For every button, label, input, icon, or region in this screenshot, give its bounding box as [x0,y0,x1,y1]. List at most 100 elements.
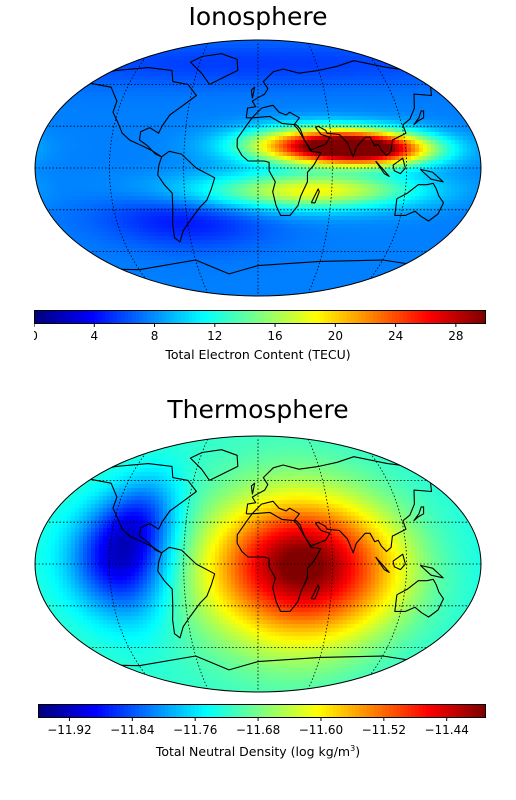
colorbar-swatch [354,310,359,323]
colorbar-tick-label: 12 [207,329,222,343]
colorbar-swatch [291,704,297,717]
colorbar-swatch [135,704,140,717]
colorbar-tick-label: −11.60 [299,723,343,737]
colorbar-swatch [295,704,300,717]
colorbar-swatch [310,704,315,717]
colorbar-swatch [303,704,308,717]
colorbar-swatch [229,310,235,323]
colorbar-swatch [478,704,483,717]
colorbar-swatch [138,704,144,717]
colorbar-swatch [101,704,106,717]
colorbar-swatch [373,310,378,323]
colorbar-swatch [150,310,156,323]
colorbar-swatch [293,310,299,323]
colorbar-swatch [192,310,197,323]
colorbar-swatch [467,704,472,717]
colorbar-swatch [86,310,91,323]
colorbar-swatch [380,310,385,323]
colorbar-swatch [340,704,345,717]
colorbar-swatch [321,704,326,717]
colorbar-swatch [324,310,329,323]
colorbar-swatch [342,310,348,323]
colorbar-swatch [336,704,341,717]
colorbar-swatch [414,310,419,323]
colorbar-swatch [441,704,446,717]
colorbar-swatch [146,704,151,717]
map-boundary [34,39,482,297]
colorbar-swatch [60,310,65,323]
colorbar-swatch [415,704,420,717]
colorbar-swatch [194,704,200,717]
colorbar-swatch [482,310,486,323]
colorbar-swatch [241,310,246,323]
coastline [419,168,444,183]
colorbar-swatch [86,704,91,717]
colorbar-swatch [288,704,293,717]
colorbar-swatch [187,704,192,717]
colorbar-swatch [239,704,244,717]
colorbar-swatch [395,310,400,323]
colorbar-swatch [82,704,88,717]
colorbar-swatch [346,310,351,323]
colorbar-frame [34,310,486,324]
colorbar-swatch [154,310,159,323]
coastline [392,553,406,571]
colorbar-swatch [347,704,353,717]
ionosphere-title: Ionosphere [188,2,328,31]
colorbar-swatch [101,310,107,323]
colorbar-swatch [38,704,43,717]
coastlines [78,449,445,671]
colorbar-swatch [444,704,450,717]
coastline [310,188,320,204]
colorbar-swatch [213,704,218,717]
colorbar-swatch [90,704,95,717]
colorbar-swatch [290,310,295,323]
colorbar-swatch [142,704,147,717]
coastline [189,449,239,481]
colorbar-swatch [478,310,483,323]
colorbar-tick-label: −11.52 [362,723,406,737]
colorbar-swatch [301,310,306,323]
colorbar-swatch [172,704,177,717]
coastline [250,86,256,99]
colorbar-swatch [244,310,250,323]
colorbar-swatch [429,310,434,323]
colorbar-swatch [254,704,259,717]
colorbar-swatch [120,310,125,323]
colorbar-swatch [327,310,333,323]
colorbar-swatch [365,310,370,323]
colorbar-swatch [278,310,284,323]
colorbar-swatch [276,704,282,717]
colorbar-swatch [258,704,263,717]
colorbar-tick-label: 20 [328,329,343,343]
colorbar-swatch [153,704,158,717]
colorbar-swatch [384,310,389,323]
colorbar-swatch [180,310,186,323]
colorbar-swatch [256,310,261,323]
colorbar-swatch [41,310,46,323]
colorbar-swatch [158,310,163,323]
longitude-line [108,438,159,690]
colorbar-swatch [339,310,344,323]
colorbar-swatch [135,310,140,323]
colorbar-swatch [237,310,242,323]
colorbar-swatch [418,310,423,323]
colorbar-swatch [318,704,323,717]
graticule [35,438,481,690]
colorbar-swatch [49,704,54,717]
colorbar-swatch [82,310,88,323]
colorbar-swatch [90,310,95,323]
colorbar-swatch [157,704,162,717]
colorbar-swatch [235,704,241,717]
colorbar-swatch [329,704,334,717]
colorbar-swatch [71,704,76,717]
colorbar-swatch [325,704,330,717]
coastline [78,655,438,671]
coastline [419,564,444,579]
colorbar-swatch [403,310,408,323]
colorbar-swatch [176,704,181,717]
colorbar-swatch [49,310,54,323]
colorbar-swatch [209,704,214,717]
colorbar-swatch [260,310,265,323]
colorbar-tick-label: 24 [388,329,403,343]
